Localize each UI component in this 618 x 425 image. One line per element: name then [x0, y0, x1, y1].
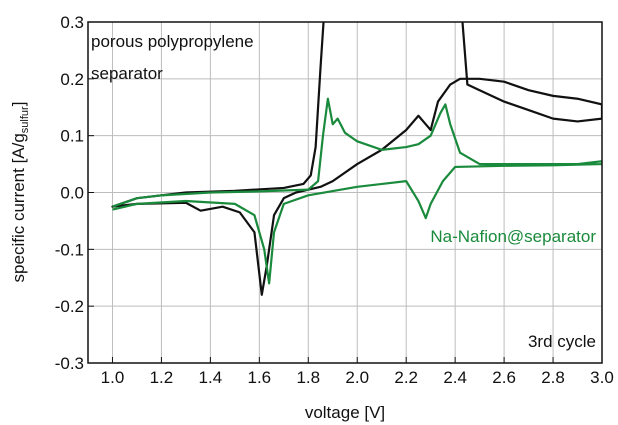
plot-lines	[111, 22, 602, 296]
x-axis-label: voltage [V]	[305, 403, 385, 422]
annotation: Na-Nafion@separator	[430, 227, 596, 246]
y-axis-label: specific current [A/gsulfur]	[9, 102, 31, 283]
y-tick-label: -0.3	[55, 354, 84, 373]
annotation: porous polypropylene	[91, 32, 254, 51]
grid	[88, 21, 603, 364]
x-tick-label: 1.6	[248, 368, 272, 387]
x-tick-label: 2.4	[443, 368, 467, 387]
x-tick-label: 1.8	[296, 368, 320, 387]
y-tick-label: 0.2	[60, 70, 84, 89]
y-tick-label: -0.1	[55, 240, 84, 259]
x-tick-label: 1.2	[150, 368, 174, 387]
y-label-main: specific current [A/g	[9, 133, 28, 282]
annotation: separator	[91, 64, 163, 83]
y-label-sub: sulfur	[19, 106, 31, 133]
y-tick-label: 0.0	[60, 184, 84, 203]
x-tick-label: 2.0	[345, 368, 369, 387]
x-tick-label: 3.0	[590, 368, 614, 387]
x-tick-label: 2.2	[394, 368, 418, 387]
y-tick-label: -0.2	[55, 297, 84, 316]
x-tick-label: 2.8	[541, 368, 565, 387]
labels: 1.0 1.2 1.4 1.6 1.8 2.0 2.2 2.4 2.6 2.8 3.0 -0.3 -0.…	[55, 13, 614, 387]
y-tick-label: 0.3	[60, 13, 84, 32]
cv-curve	[112, 97, 602, 285]
x-tick-label: 1.4	[199, 368, 223, 387]
x-tick-label: 1.0	[101, 368, 125, 387]
x-tick-label: 2.6	[492, 368, 516, 387]
annotation: 3rd cycle	[528, 332, 596, 351]
y-label-end: ]	[9, 102, 28, 107]
y-tick-label: 0.1	[60, 127, 84, 146]
